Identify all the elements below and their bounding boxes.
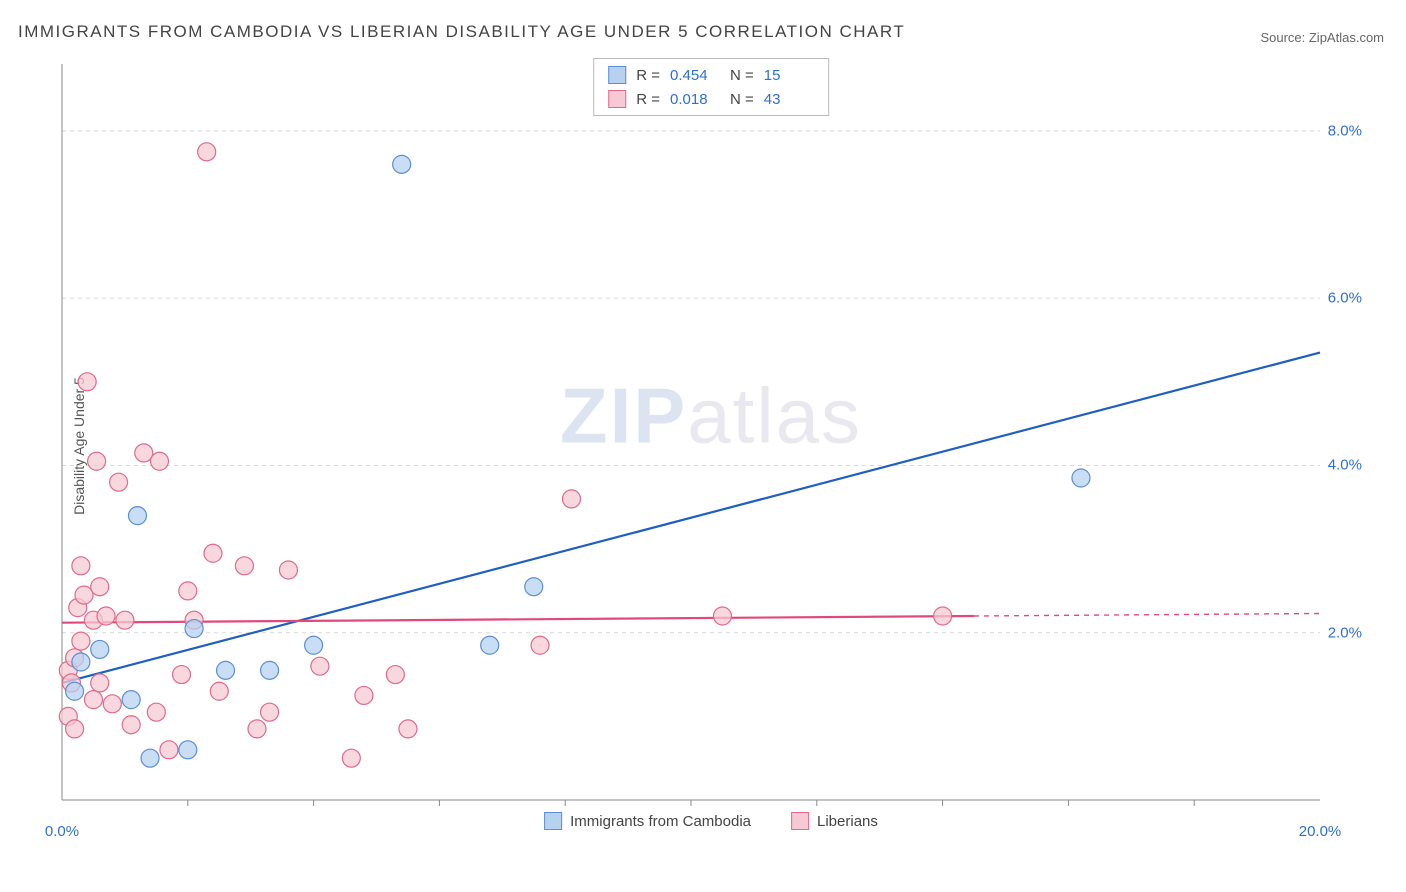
y-tick-label: 4.0% (1328, 457, 1362, 474)
x-tick-label: 20.0% (1299, 823, 1342, 840)
legend-label: Immigrants from Cambodia (570, 813, 751, 830)
legend-item-liberians: Liberians (791, 812, 878, 830)
y-tick-label: 2.0% (1328, 624, 1362, 641)
legend-swatch (791, 812, 809, 830)
legend-swatch (608, 66, 626, 84)
legend-item-cambodia: Immigrants from Cambodia (544, 812, 751, 830)
legend-label: Liberians (817, 813, 878, 830)
y-tick-label: 8.0% (1328, 122, 1362, 139)
scatter-plot (52, 58, 1370, 836)
series-legend: Immigrants from Cambodia Liberians (544, 812, 878, 830)
legend-row-cambodia: R =0.454 N =15 (608, 63, 814, 87)
page-title: IMMIGRANTS FROM CAMBODIA VS LIBERIAN DIS… (18, 22, 905, 42)
legend-swatch (544, 812, 562, 830)
chart-area: ZIPatlas R =0.454 N =15 R =0.018 N =43 I… (52, 58, 1370, 836)
legend-row-liberians: R =0.018 N =43 (608, 87, 814, 111)
x-tick-label: 0.0% (45, 823, 79, 840)
source-label: Source: ZipAtlas.com (1260, 30, 1384, 45)
legend-swatch (608, 90, 626, 108)
y-tick-label: 6.0% (1328, 290, 1362, 307)
correlation-legend: R =0.454 N =15 R =0.018 N =43 (593, 58, 829, 116)
